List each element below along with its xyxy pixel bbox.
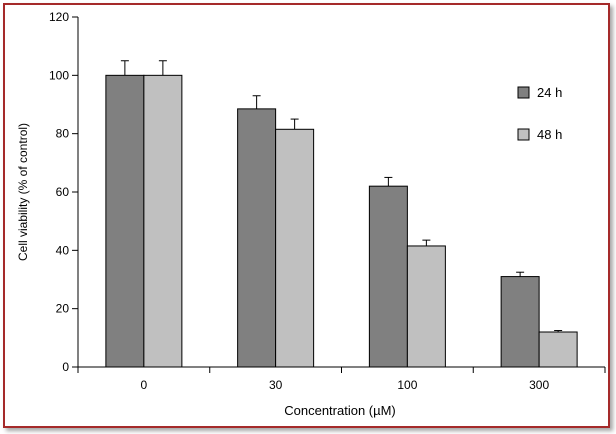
y-tick-label: 40 (56, 243, 70, 257)
x-tick-label: 30 (269, 378, 283, 392)
legend-swatch (517, 86, 530, 99)
bar (406, 245, 446, 368)
y-tick-label: 120 (49, 10, 69, 24)
legend-label: 48 h (537, 127, 562, 142)
x-axis-label: Concentration (µM) (284, 403, 396, 418)
y-tick-label: 0 (62, 360, 69, 374)
y-tick-label: 60 (56, 185, 70, 199)
bar (500, 276, 540, 368)
bar (237, 108, 277, 368)
x-tick-label: 0 (141, 378, 148, 392)
y-tick-label: 80 (56, 127, 70, 141)
y-tick-label: 100 (49, 68, 69, 82)
bar (368, 185, 408, 368)
legend-label: 24 h (537, 85, 562, 100)
bar (275, 128, 315, 368)
bar (143, 74, 183, 368)
x-tick-label: 300 (529, 378, 549, 392)
y-tick-label: 20 (56, 302, 70, 316)
bar (105, 74, 145, 368)
y-axis-label: Cell viability (% of control) (16, 123, 30, 261)
bars (105, 60, 578, 368)
legend: 24 h 48 h (517, 85, 562, 142)
x-tick-label: 100 (397, 378, 417, 392)
legend-swatch (517, 128, 530, 141)
bar (538, 331, 578, 368)
